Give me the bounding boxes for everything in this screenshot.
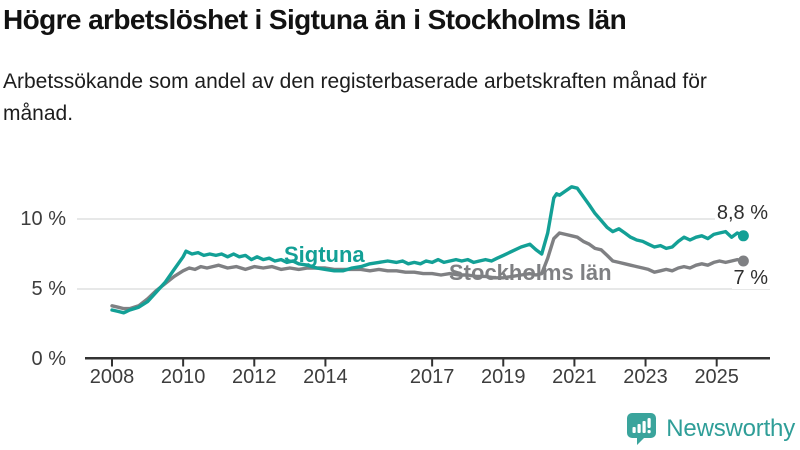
brand-name: Newsworthy — [666, 415, 795, 442]
end-value-sigtuna: 8,8 % — [714, 202, 770, 224]
end-dot-stockholms-l-n — [737, 255, 749, 267]
line-stockholms-l-n — [110, 231, 746, 311]
x-tick-label: 2021 — [552, 366, 597, 388]
x-tick-label: 2014 — [303, 366, 348, 388]
x-tick-label: 2019 — [481, 366, 526, 388]
x-tick-label: 2008 — [89, 366, 135, 388]
x-tick-label: 2010 — [160, 366, 206, 388]
newsworthy-logo: Newsworthy — [626, 412, 795, 446]
page-title: Högre arbetslöshet i Sigtuna än i Stockh… — [3, 4, 627, 35]
end-dot-sigtuna — [737, 230, 749, 242]
x-tick-label: 2012 — [232, 366, 277, 388]
line-sigtuna — [110, 185, 746, 315]
series-label-stockholms-lan: Stockholms län — [449, 260, 612, 285]
chart-subtitle: Arbetssökande som andel av den registerb… — [3, 70, 707, 125]
x-tick-label: 2023 — [623, 366, 668, 388]
x-tick-label: 2017 — [409, 366, 455, 388]
series-label-sigtuna: Sigtuna — [284, 242, 365, 267]
newsworthy-bubble-icon — [627, 413, 657, 445]
y-tick-label: 0 % — [31, 348, 66, 370]
x-tick-label: 2025 — [694, 366, 739, 388]
y-tick-label: 10 % — [20, 208, 66, 230]
y-tick-label: 5 % — [31, 278, 66, 300]
end-value-stockholms-lan: 7 % — [731, 267, 770, 289]
